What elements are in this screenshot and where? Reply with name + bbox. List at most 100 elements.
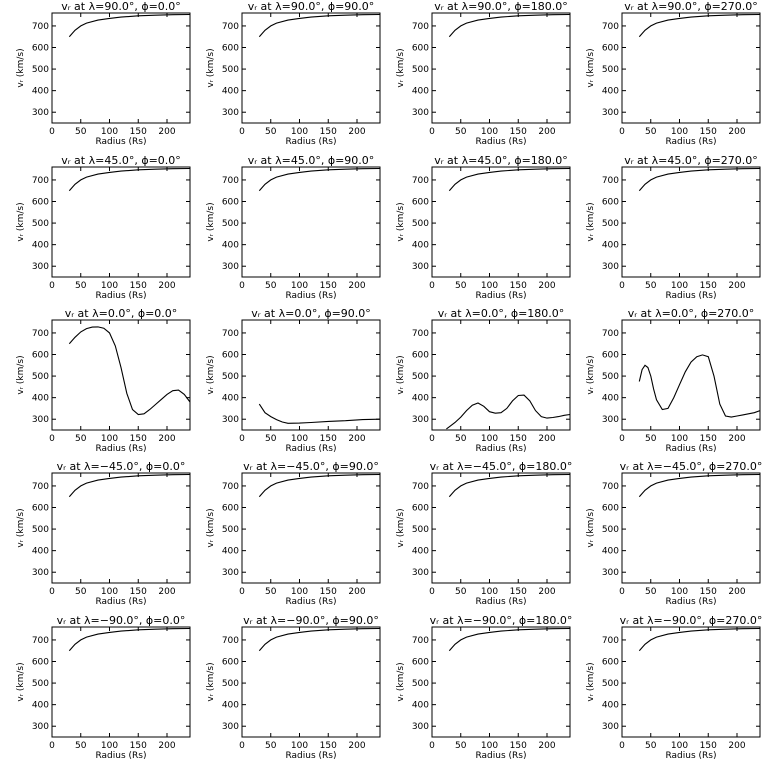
y-tick-label: 600 [602,504,619,514]
y-tick-label: 500 [602,372,619,382]
y-tick-label: 600 [222,198,239,208]
y-tick-label: 600 [602,198,619,208]
y-tick-label: 500 [222,219,239,229]
y-tick-label: 700 [222,176,239,186]
y-tick-label: 500 [412,219,429,229]
y-tick-label: 600 [412,658,429,668]
y-tick-label: 500 [602,679,619,689]
y-tick-label: 600 [32,351,49,361]
y-axis-label: vᵣ (km/s) [16,48,26,87]
plot-frame [241,166,381,278]
y-tick-label: 400 [602,547,619,557]
x-tick-label: 50 [75,127,87,137]
x-tick-label: 50 [645,587,657,597]
subplot-title: vᵣ at λ=0.0°, ϕ=270.0° [628,307,755,320]
x-tick-label: 150 [510,127,527,137]
y-tick-label: 600 [222,351,239,361]
x-axis-label: Radius (Rs) [95,444,146,454]
y-tick-label: 400 [32,241,49,251]
x-tick-label: 200 [158,741,175,751]
x-tick-label: 50 [265,587,277,597]
x-tick-label: 200 [538,434,555,444]
y-axis-label: vᵣ (km/s) [586,48,596,87]
y-tick-label: 700 [602,329,619,339]
x-tick-label: 150 [700,281,717,291]
plot-frame [431,472,571,584]
y-tick-label: 700 [412,482,429,492]
subplot-1-1: vᵣ at λ=45.0°, ϕ=90.0° 0 50 100 150 200 300 400… [206,154,381,301]
x-tick-label: 200 [538,587,555,597]
x-axis-label: Radius (Rs) [475,444,526,454]
x-tick-label: 200 [348,281,365,291]
x-axis-label: Radius (Rs) [95,137,146,147]
vr-series-line [258,403,381,424]
y-tick-label: 400 [222,241,239,251]
x-axis-label: Radius (Rs) [285,291,336,301]
y-tick-label: 300 [222,568,239,578]
y-tick-label: 500 [412,65,429,75]
x-tick-label: 50 [645,281,657,291]
x-tick-label: 150 [700,127,717,137]
subplot-0-3: vᵣ at λ=90.0°, ϕ=270.0° 0 50 100 150 200 300 40… [586,0,761,147]
x-tick-label: 150 [320,127,337,137]
x-tick-label: 50 [265,741,277,751]
x-tick-label: 100 [101,127,118,137]
x-tick-label: 50 [645,127,657,137]
vr-series-line [68,627,191,652]
y-tick-label: 600 [32,44,49,54]
x-tick-label: 200 [728,281,745,291]
x-axis-label: Radius (Rs) [665,444,716,454]
x-tick-label: 50 [75,587,87,597]
x-tick-label: 0 [49,587,55,597]
x-tick-label: 150 [320,587,337,597]
x-tick-label: 200 [158,127,175,137]
y-tick-label: 500 [602,219,619,229]
x-axis-label: Radius (Rs) [475,597,526,607]
y-axis-label: vᵣ (km/s) [396,508,406,547]
subplot-title: vᵣ at λ=−90.0°, ϕ=90.0° [243,614,379,627]
x-tick-label: 50 [455,434,467,444]
y-tick-label: 400 [32,701,49,711]
y-tick-label: 500 [412,525,429,535]
subplot-4-0: vᵣ at λ=−90.0°, ϕ=0.0° 0 50 100 150 200 300 400… [16,614,191,761]
subplot-0-2: vᵣ at λ=90.0°, ϕ=180.0° 0 50 100 150 200 300 40… [396,0,571,147]
y-tick-label: 500 [32,525,49,535]
x-tick-label: 0 [49,741,55,751]
x-tick-label: 150 [510,741,527,751]
subplot-3-3: vᵣ at λ=−45.0°, ϕ=270.0° 0 50 100 150 200 300 4… [586,460,762,607]
y-tick-label: 400 [222,547,239,557]
vr-series-line [258,13,381,38]
x-tick-label: 0 [239,281,245,291]
x-tick-label: 50 [265,434,277,444]
y-tick-label: 600 [412,198,429,208]
plot-frame [621,166,761,278]
y-axis-label: vᵣ (km/s) [396,202,406,241]
x-tick-label: 150 [130,741,147,751]
subplot-2-3: vᵣ at λ=0.0°, ϕ=270.0° 0 50 100 150 200 300 400… [586,307,761,454]
vr-series-line [638,354,761,418]
subplot-0-1: vᵣ at λ=90.0°, ϕ=90.0° 0 50 100 150 200 300 400… [206,0,381,147]
vr-series-line [68,473,191,498]
y-tick-label: 300 [602,568,619,578]
y-tick-label: 700 [222,329,239,339]
y-tick-label: 600 [602,351,619,361]
x-tick-label: 200 [728,741,745,751]
subplot-2-2: vᵣ at λ=0.0°, ϕ=180.0° 0 50 100 150 200 300 400… [396,307,571,454]
vr-series-line [638,167,761,192]
y-tick-label: 300 [412,568,429,578]
subplot-title: vᵣ at λ=90.0°, ϕ=90.0° [248,0,375,13]
x-tick-label: 150 [510,587,527,597]
plot-frame [241,12,381,124]
subplot-3-1: vᵣ at λ=−45.0°, ϕ=90.0° 0 50 100 150 200 300 40… [206,460,381,607]
y-axis-label: vᵣ (km/s) [16,508,26,547]
x-tick-label: 200 [728,127,745,137]
y-axis-label: vᵣ (km/s) [16,662,26,701]
y-axis-label: vᵣ (km/s) [586,508,596,547]
x-tick-label: 100 [291,587,308,597]
x-axis-label: Radius (Rs) [665,291,716,301]
y-tick-label: 400 [602,241,619,251]
y-tick-label: 400 [602,87,619,97]
x-tick-label: 100 [671,587,688,597]
y-tick-label: 600 [32,658,49,668]
plot-frame [431,626,571,738]
